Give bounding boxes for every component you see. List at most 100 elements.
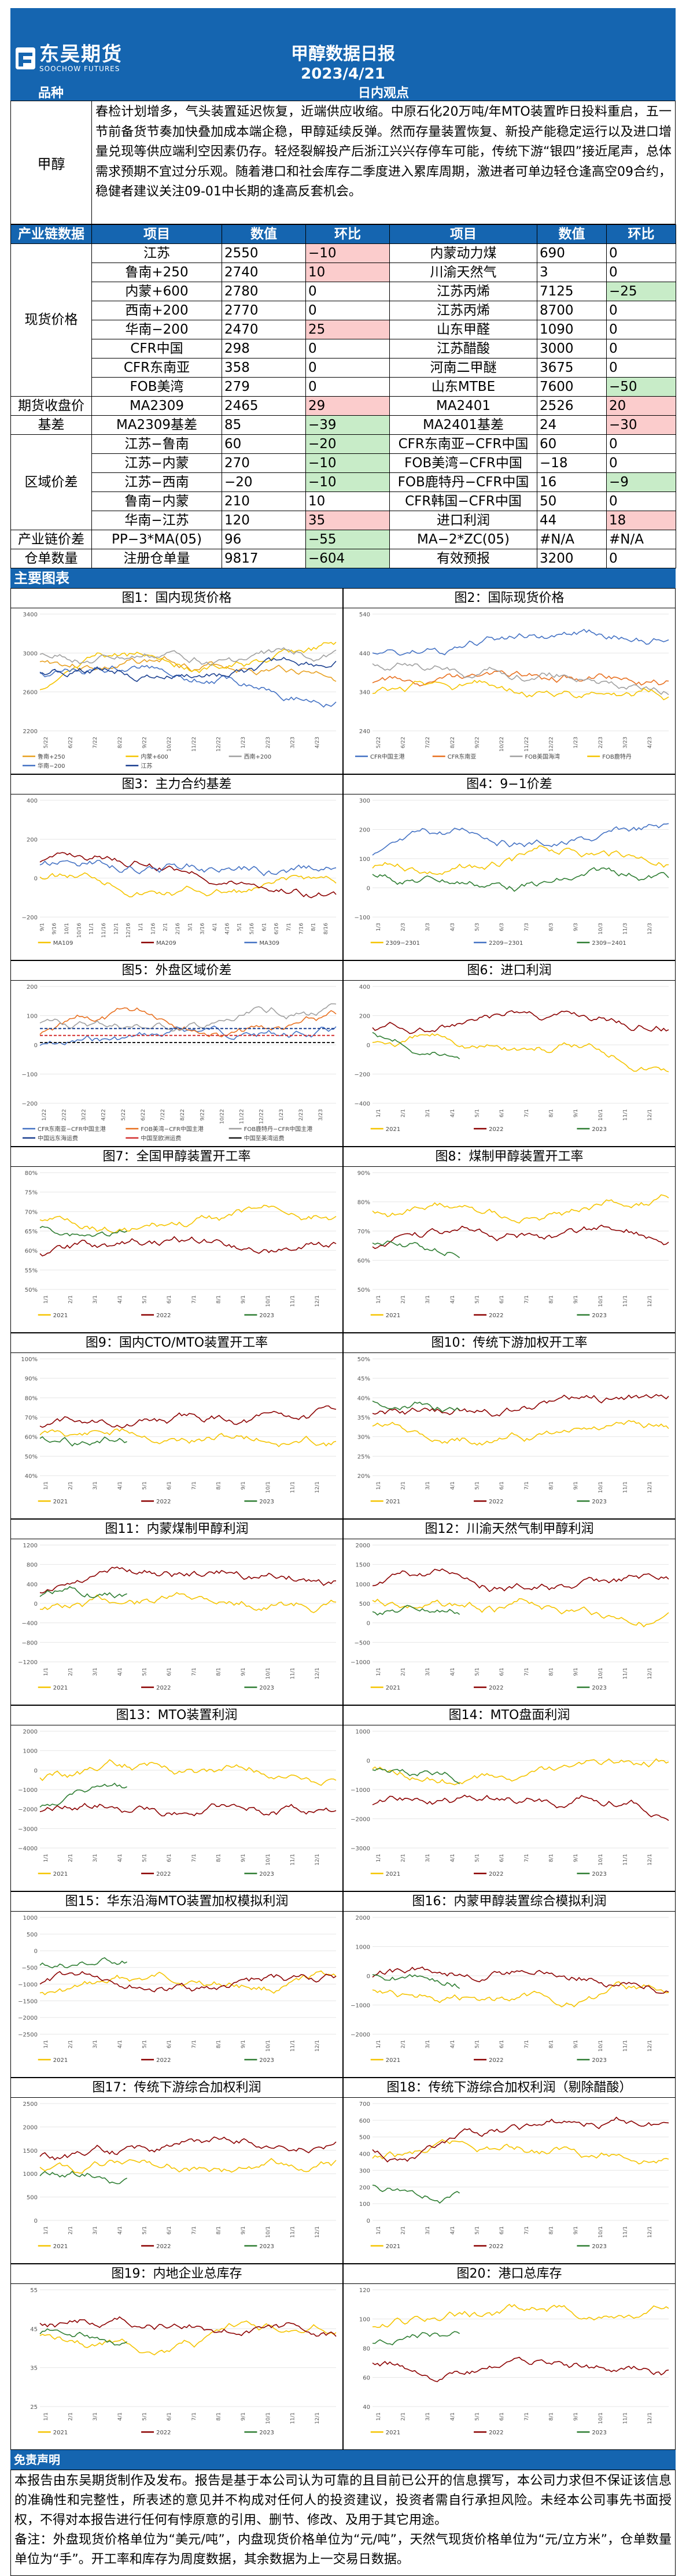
chart-series-line [39,1802,337,1817]
chart-title: 图1：国内现货价格 [11,589,342,608]
x-tick-label: 9/1 [241,1481,246,1490]
chart-title: 图3：主力合约基差 [11,775,342,794]
y-tick-label: 1500 [23,2148,38,2154]
chart-series-line [39,1204,337,1234]
x-tick-label: 4/1 [450,2412,456,2420]
x-tick-label: 3/1 [425,2412,431,2420]
chart-title: 图10：传统下游加权开工率 [344,1333,675,1353]
chart-panel: 图18：传统下游综合加权利润（剔除醋酸） 700 600 500 400 300 200 10… [343,2078,676,2264]
legend-label: 2022 [489,1871,503,1878]
table-cell: −604 [305,549,390,568]
table-cell: MA−2*ZC(05) [389,530,537,549]
chart-title: 图18：传统下游综合加权利润（剔除醋酸） [344,2078,675,2098]
x-tick-label: 8/1 [216,2040,222,2048]
x-tick-label: 9/3 [573,923,579,931]
y-tick-label: 1000 [23,1915,38,1921]
chart-series-line [39,2136,337,2161]
x-tick-label: 8/3 [548,923,554,931]
chart-series-line [39,1007,337,1038]
x-tick-label: 1/1 [376,2412,382,2420]
chart-series-line [372,1033,669,1073]
x-tick-label: 5/1 [474,2040,480,2048]
legend-label: FOB美湾−CFR中国主港 [141,1125,204,1133]
x-tick-label: 4/22 [101,1109,107,1121]
y-tick-label: 60% [25,1248,38,1255]
y-tick-label: 200 [359,2185,370,2191]
x-tick-label: 4/1 [117,1854,123,1862]
x-tick-label: 10/1 [598,2040,604,2052]
table-cell: 华南−江苏 [91,511,222,530]
x-tick-label: 7/1 [191,1668,197,1676]
x-tick-label: 11/1 [290,1668,296,1679]
company-logo: 东吴期货 SOOCHOW FUTURES [15,44,123,73]
x-tick-label: 6/22 [68,737,73,748]
chart-series-line [39,852,337,899]
chart-series-line [372,823,669,856]
table-row: 鲁南−内蒙 210 10 CFR韩国−CFR中国 50 0 [11,491,676,511]
legend-label: 2023 [592,1126,606,1133]
legend-label: 2023 [259,2244,274,2250]
chart-series-line [39,1428,337,1447]
legend-label: 2023 [592,1871,606,1878]
chart-svg: 100% 90% 80% 70% 60% 50% 40% 1/1 2/1 3/1 4/1 5/1 6/1… [21,1357,337,1505]
chart-svg: 55 45 35 25 1/1 2/1 3/1 4/1 5/1 6/1 7/1 8/1 9/1 10/1 1… [30,2287,337,2436]
y-tick-label: 70% [25,1415,38,1421]
chart-series-line [372,1224,669,1250]
x-tick-label: 1/1 [376,2040,382,2048]
legend-label: 中国至美湾运费 [244,1134,285,1142]
legend-label: 2022 [156,1871,171,1878]
table-header-row: 产业链数据 项目 数值 环比 项目 数值 环比 [10,224,676,244]
chart-series-line [372,2356,669,2382]
y-tick-label: 0 [34,1043,38,1049]
x-tick-label: 7/1 [524,1668,530,1676]
view-row: 甲醇 春检计划增多，气头装置延迟恢复，近端供应收缩。中原石化20万吨/年MTO装… [10,101,676,224]
table-row: 江苏−西南 −20 −10 FOB鹿特丹−CFR中国 16 −9 [11,472,676,492]
x-tick-label: 10/1 [598,1481,604,1493]
x-tick-label: 2/3 [400,923,406,931]
y-tick-label: −100 [22,1072,38,1078]
x-tick-label: 9/1 [39,923,45,931]
chart-title: 图20：港口总库存 [344,2264,675,2284]
x-tick-label: 12/1 [647,2040,653,2052]
table-cell: −20 [222,472,306,492]
x-tick-label: 9/1 [573,2040,579,2048]
chart-panel: 图15：华东沿海MTO装置加权模拟利润 1000 500 0 −500 −1000 −150… [10,1891,343,2078]
table-cell: 河南二甲醚 [389,358,537,378]
table-cell: 0 [606,301,676,320]
x-tick-label: 10/1 [598,2412,604,2424]
table-cell: 山东甲醛 [389,320,537,339]
x-tick-label: 6/16 [274,923,280,934]
chart-svg: 300 200 100 0 −100 1/3 2/3 3/3 4/3 5/3 6/3 7/3 8/3 9/… [355,798,669,947]
x-tick-label: 11/1 [290,2040,296,2052]
table-category-cell: 基差 [10,415,92,435]
x-tick-label: 10/1 [265,2226,271,2238]
x-tick-label: 2/1 [400,1854,406,1862]
y-tick-label: 40% [25,1473,38,1480]
page: 东吴期货 SOOCHOW FUTURES 甲醇数据日报 2023/4/21 品种… [10,8,676,2576]
y-tick-label: 200 [359,1014,370,1020]
x-tick-label: 2/1 [400,2412,406,2420]
table-cell: 0 [606,549,676,568]
y-tick-label: −400 [22,1621,38,1627]
x-tick-label: 9/1 [241,1295,246,1303]
table-row: 产业链价差 PP−3*MA(05) 96 −55 MA−2*ZC(05) #N/A #N/A [10,530,676,549]
y-tick-label: 2000 [23,1729,38,1735]
table-cell: 0 [606,434,676,454]
x-tick-label: 1/1 [376,1854,382,1862]
x-tick-label: 7/3 [524,923,530,931]
chart-title: 图17：传统下游综合加权利润 [11,2078,342,2098]
y-tick-label: 500 [27,2195,38,2201]
x-tick-label: 8/1 [548,1668,554,1676]
table-cell: 24 [537,415,607,435]
x-tick-label: 3/23 [622,737,628,748]
chart-panel: 图8：煤制甲醇装置开工率 90% 80% 70% 60% 50% 1/1 2/1 3/1 4/1 5… [343,1147,676,1333]
y-tick-label: −1000 [351,1787,370,1794]
x-tick-label: 11/1 [290,1295,296,1307]
chart-series-line [39,665,337,708]
legend-label: 鲁南+250 [38,753,65,760]
y-tick-label: 120 [359,2287,370,2294]
chart-panel: 图1：国内现货价格 3400 3000 2600 2200 5/22 6/22 7/22 8/2… [10,588,343,774]
chart-series-line [39,1782,127,1808]
table-cell: −9 [606,472,676,492]
chart-series-line [39,2158,337,2174]
